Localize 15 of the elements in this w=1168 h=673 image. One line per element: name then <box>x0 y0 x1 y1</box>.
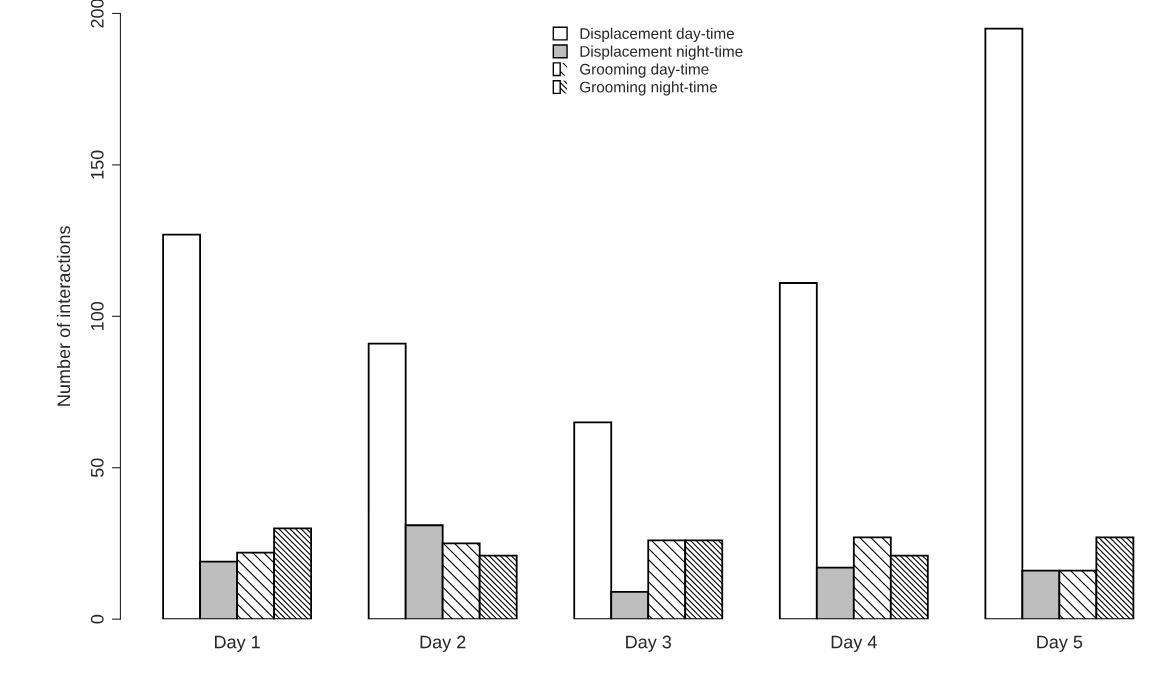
legend-label: Grooming day-time <box>580 63 709 78</box>
legend-label: Grooming night-time <box>580 81 718 96</box>
legend-label: Displacement day-time <box>580 27 734 42</box>
y-tick-label: 100 <box>90 301 104 330</box>
x-tick-label: Day 1 <box>215 635 260 652</box>
y-tick-label: 50 <box>90 458 104 478</box>
y-tick-label: 0 <box>90 614 104 624</box>
y-tick-label: 150 <box>90 150 104 179</box>
x-tick-label: Day 4 <box>831 635 877 652</box>
x-tick-label: Day 5 <box>1037 635 1083 652</box>
legend-label: Displacement night-time <box>580 45 743 60</box>
x-tick-label: Day 2 <box>420 635 466 652</box>
y-tick-label: 200 <box>90 0 104 28</box>
y-axis-title: Number of interactions <box>56 226 71 406</box>
x-tick-label: Day 3 <box>626 635 672 652</box>
